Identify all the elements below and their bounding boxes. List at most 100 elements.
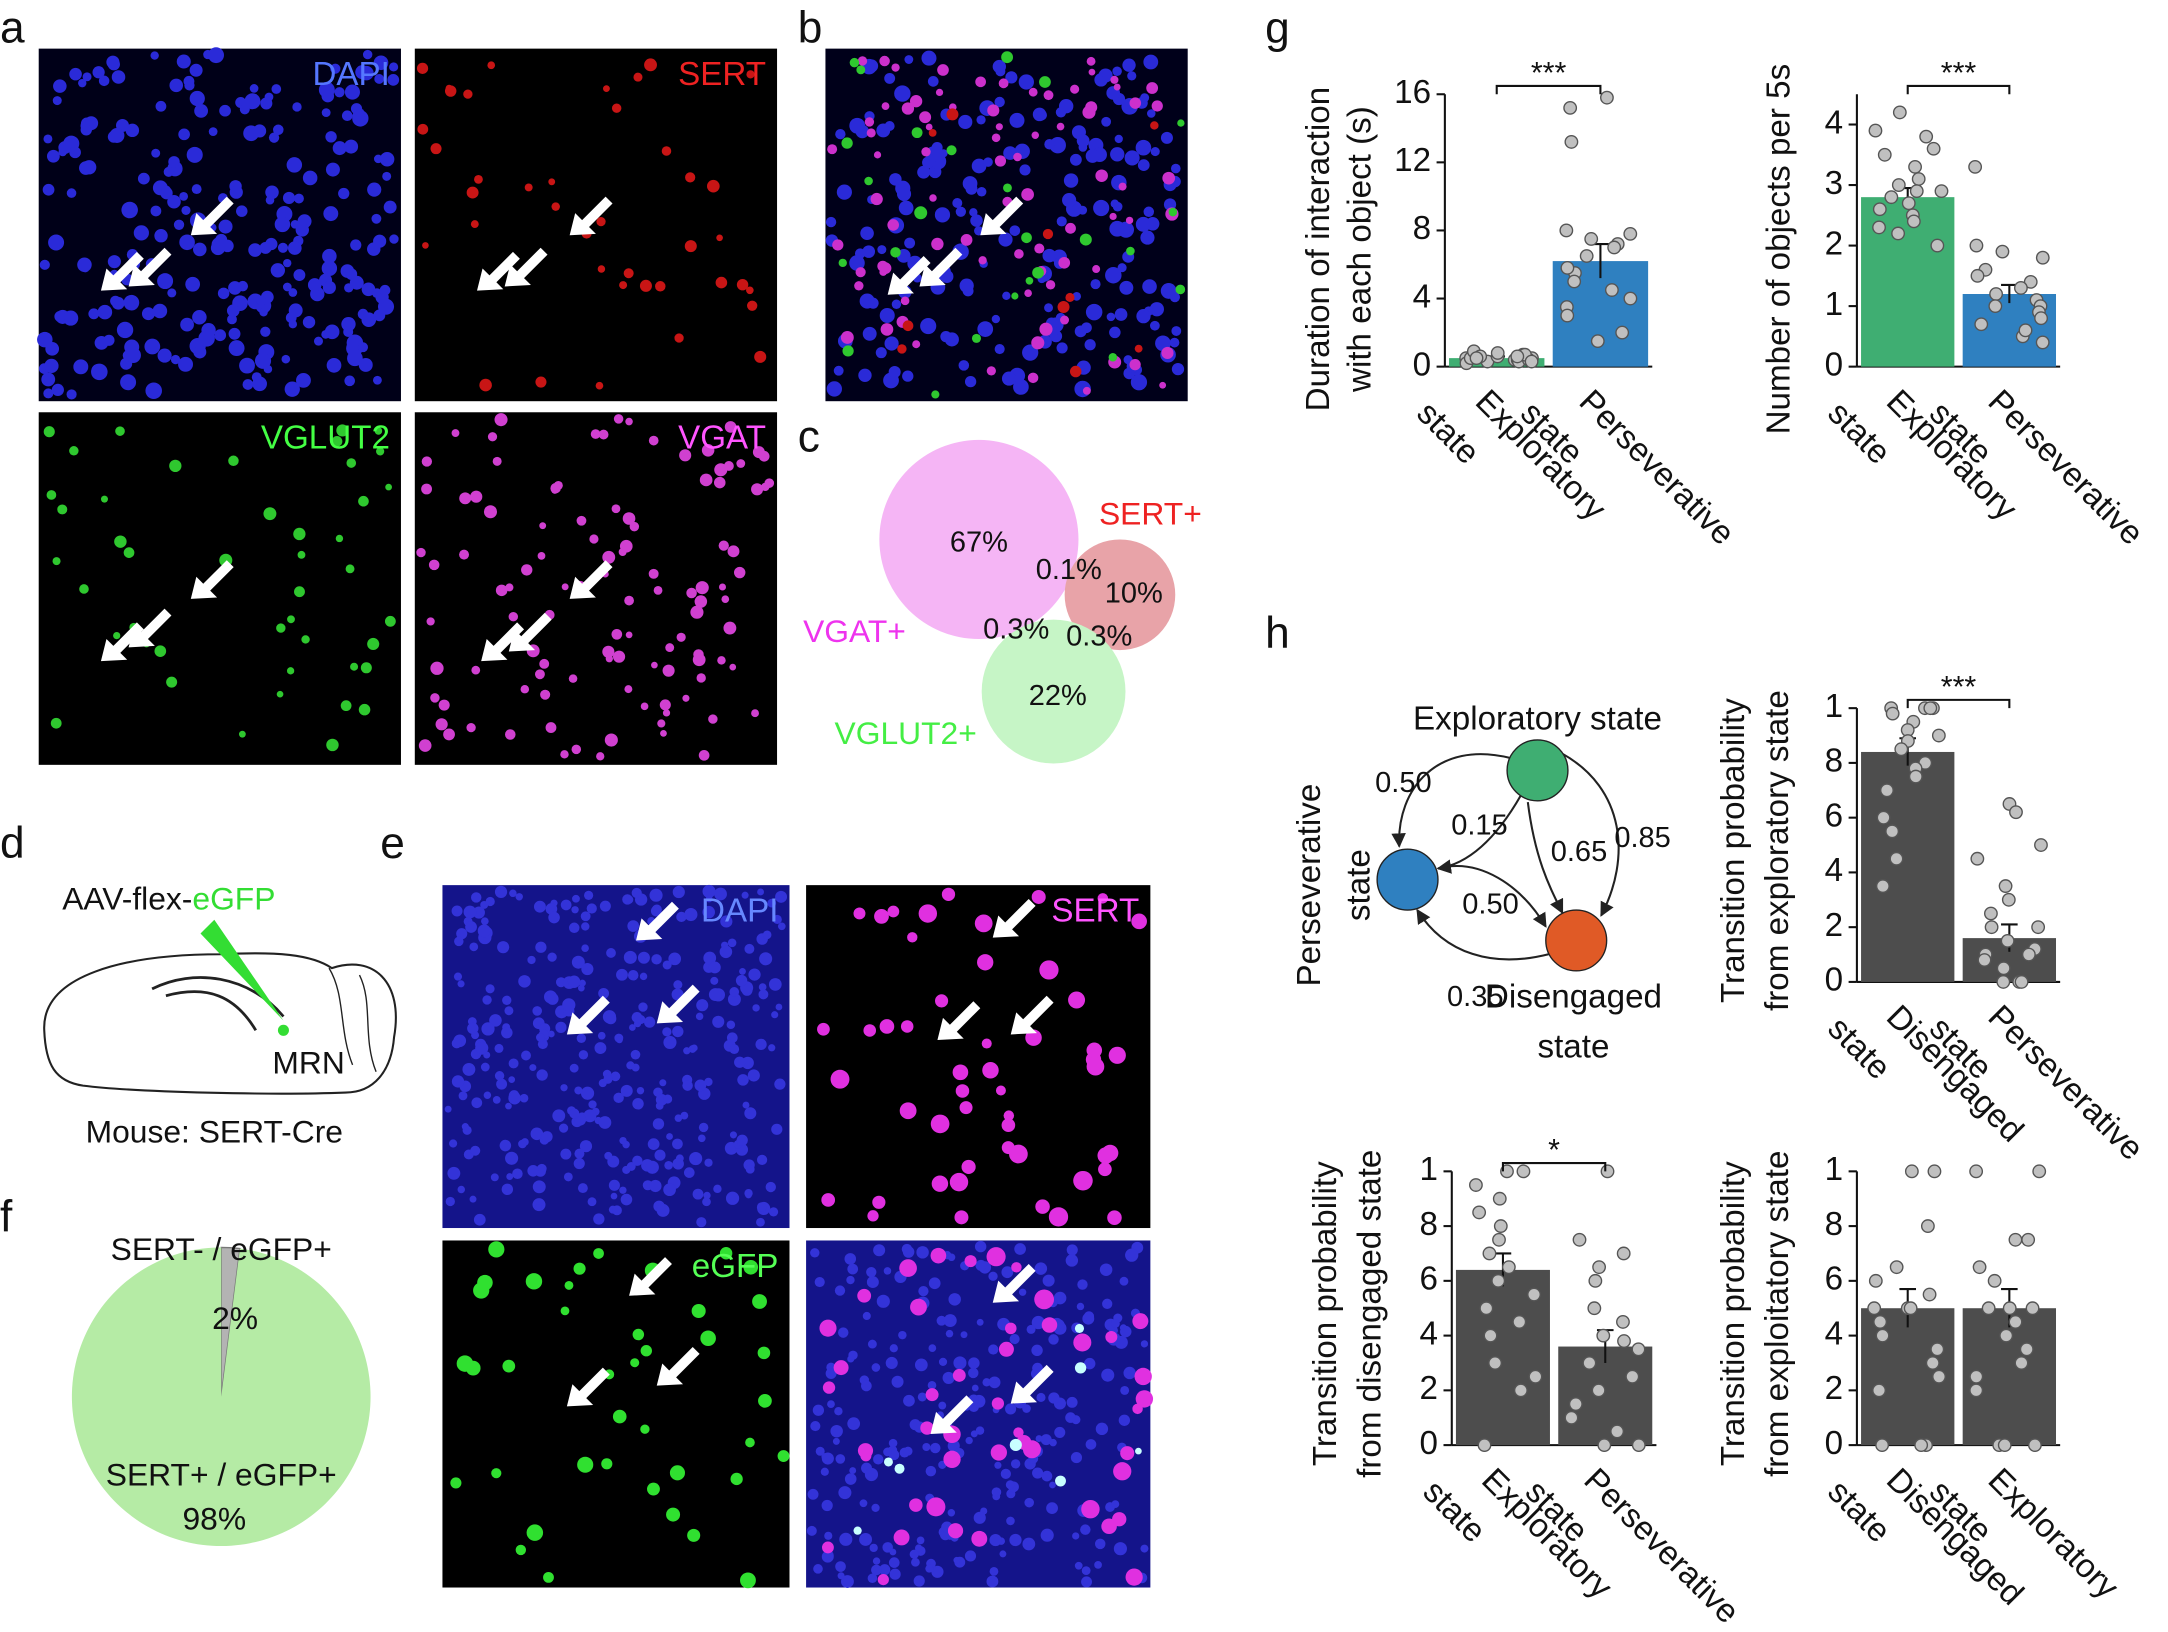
cell — [772, 914, 782, 925]
cell — [358, 495, 369, 507]
cell — [472, 906, 485, 919]
cell — [627, 970, 639, 981]
cell — [170, 354, 181, 365]
cell — [1002, 291, 1011, 300]
cell — [496, 1078, 508, 1090]
cell — [873, 1244, 886, 1257]
data-point — [1903, 1301, 1918, 1316]
data-point — [1932, 1369, 1946, 1384]
y-tick-label: 4 — [1413, 278, 1431, 315]
cell — [1066, 1244, 1078, 1256]
cell — [1062, 193, 1077, 208]
data-point — [1875, 1438, 1890, 1453]
cell — [704, 1158, 713, 1167]
cell — [1045, 280, 1056, 290]
data-point — [1516, 1164, 1531, 1179]
cell — [529, 1064, 537, 1072]
cell — [879, 262, 892, 274]
cell — [859, 1499, 868, 1508]
cell — [968, 1357, 980, 1369]
cell — [998, 78, 1009, 89]
cell — [1025, 1029, 1042, 1046]
cell — [605, 1013, 617, 1025]
cell — [660, 729, 667, 737]
cell — [916, 1246, 929, 1259]
cell — [1124, 150, 1140, 166]
cell — [421, 483, 432, 495]
cell — [968, 1367, 979, 1379]
cell — [1042, 228, 1054, 240]
cell — [292, 102, 302, 112]
cell — [603, 1074, 613, 1084]
cell — [103, 334, 115, 346]
data-point — [1891, 226, 1906, 241]
cell — [947, 1253, 956, 1262]
cell — [274, 216, 291, 233]
cell — [183, 75, 195, 87]
cell — [1171, 362, 1185, 376]
cell — [494, 1043, 504, 1053]
cell — [629, 1024, 636, 1031]
cell — [748, 968, 761, 981]
cell — [921, 50, 937, 66]
cell — [842, 345, 854, 357]
arrow — [190, 560, 234, 599]
cell — [849, 117, 866, 134]
cell — [521, 564, 533, 576]
cell — [358, 703, 371, 716]
data-point — [1875, 879, 1890, 894]
data-point — [1483, 1328, 1498, 1343]
cell — [1011, 292, 1019, 300]
cell — [192, 310, 207, 325]
cell — [939, 149, 948, 158]
cell — [699, 473, 713, 487]
cell — [692, 1188, 704, 1200]
cell — [714, 887, 727, 901]
cell — [512, 1168, 523, 1180]
cell — [1086, 1042, 1103, 1059]
cell — [990, 1444, 1007, 1461]
cell — [1107, 1210, 1122, 1225]
cell — [964, 375, 977, 388]
label-line: state — [1537, 1028, 1609, 1065]
cell — [110, 295, 121, 307]
cell — [864, 1467, 879, 1482]
cell — [1076, 134, 1090, 148]
cell — [471, 665, 481, 675]
cell — [1080, 1524, 1091, 1535]
cell — [723, 461, 734, 471]
cell — [704, 1077, 713, 1087]
cell — [866, 128, 876, 138]
arrow — [128, 247, 172, 287]
cell — [649, 888, 663, 902]
data-point — [2034, 838, 2048, 852]
cell — [527, 955, 536, 965]
cell — [625, 631, 633, 639]
cell — [929, 194, 937, 202]
cell — [936, 1315, 947, 1326]
cell — [471, 892, 482, 903]
significance-bracket — [1906, 84, 2011, 95]
cell — [504, 1006, 514, 1016]
arrow — [656, 984, 700, 1024]
cell — [1097, 1147, 1115, 1164]
cell — [288, 320, 298, 329]
cell — [321, 260, 338, 277]
cell — [995, 123, 1003, 131]
venn-set-label: VGAT+ — [803, 613, 906, 649]
arrow — [569, 560, 613, 599]
cell — [1110, 199, 1120, 208]
cell — [453, 972, 463, 981]
cell — [742, 1101, 750, 1109]
cell — [1036, 1392, 1046, 1403]
cell — [219, 104, 231, 117]
cell — [758, 1393, 772, 1408]
cell — [265, 185, 279, 200]
cell — [584, 890, 594, 900]
cell — [1175, 284, 1186, 295]
arrow — [190, 196, 234, 236]
cell — [506, 1173, 514, 1180]
x-tick-label: Exploratorystate — [1410, 359, 1614, 563]
cell — [920, 317, 937, 335]
cell — [178, 356, 193, 372]
